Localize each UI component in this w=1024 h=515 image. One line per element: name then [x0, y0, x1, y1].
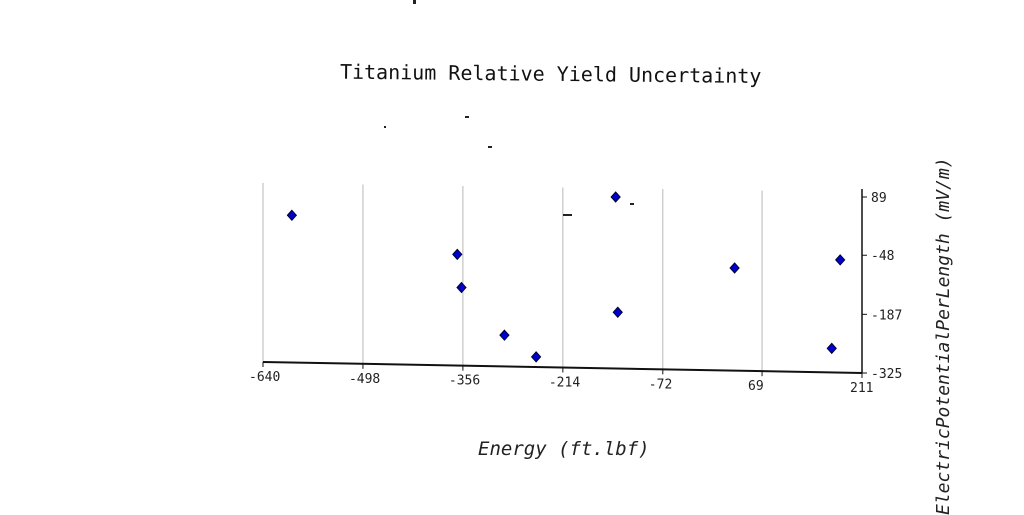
x-tick-label: 69	[748, 379, 764, 394]
tick-labels: -640 -498 -356 -214 -72 69 211 89 -48 -187 -325	[249, 191, 902, 396]
speck	[630, 203, 634, 205]
x-tick-label: -356	[449, 374, 480, 389]
data-point	[729, 262, 740, 274]
x-axis-label: Energy (ft.lbf)	[478, 438, 650, 460]
data-point	[452, 248, 463, 261]
x-gridlines	[262, 183, 863, 373]
data-point	[499, 329, 510, 341]
x-tick-label: 211	[850, 381, 873, 396]
y-tick-label: -48	[871, 249, 894, 264]
y-axis-label: ElectricPotentialPerLength (mV/m)	[933, 157, 954, 515]
data-point	[286, 209, 298, 222]
x-tick-label: -72	[649, 377, 672, 392]
speck	[563, 214, 572, 216]
data-point	[835, 254, 846, 266]
speck	[488, 146, 492, 148]
data-point	[610, 191, 621, 203]
speck	[413, 0, 416, 4]
data-points	[286, 191, 846, 363]
x-tick-label: -498	[349, 372, 380, 387]
chart-title: Titanium Relative Yield Uncertainty	[339, 59, 762, 89]
y-tick-label: -187	[871, 308, 902, 323]
x-tick-label: -214	[549, 376, 580, 391]
y-tick-label: -325	[871, 367, 902, 382]
speck	[384, 126, 386, 128]
y-tick-label: 89	[871, 191, 887, 206]
data-point	[826, 342, 837, 355]
data-point	[456, 281, 467, 294]
data-point	[530, 351, 542, 363]
x-tick-label: -640	[249, 370, 280, 385]
data-point	[612, 306, 623, 318]
speck	[465, 116, 469, 118]
